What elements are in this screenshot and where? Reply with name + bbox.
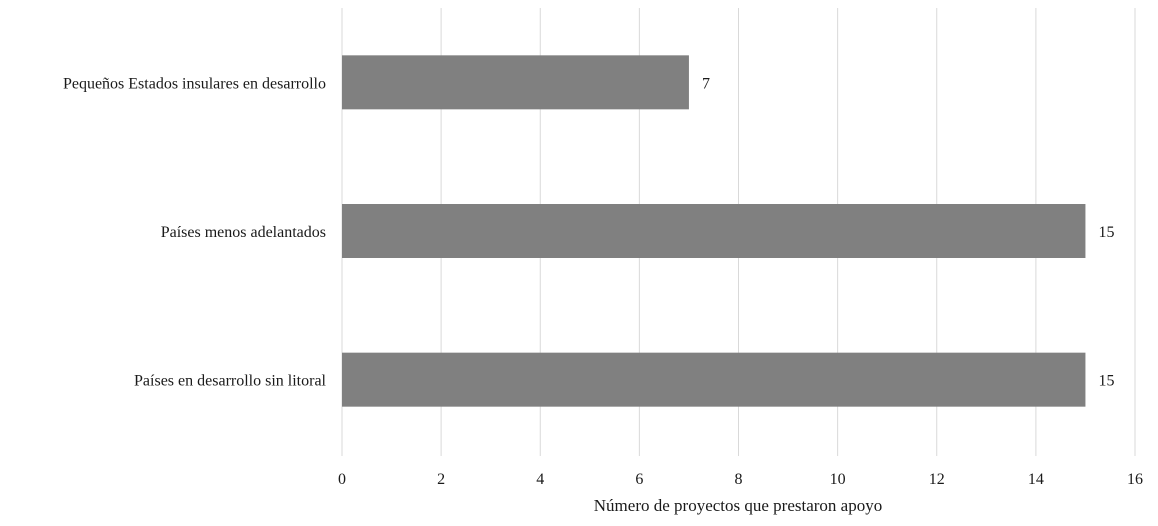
category-label-2: Países en desarrollo sin litoral	[134, 373, 327, 390]
x-tick-label-4: 4	[536, 471, 544, 488]
x-axis-ticks: 0 2 4 6 8 10 12 14 16	[338, 471, 1143, 488]
x-tick-label-10: 10	[830, 471, 846, 488]
data-label-0: 7	[702, 75, 710, 92]
bar-0	[342, 55, 689, 110]
x-axis-title: Número de proyectos que prestaron apoyo	[594, 496, 882, 515]
x-tick-label-12: 12	[929, 471, 945, 488]
x-tick-label-8: 8	[735, 471, 743, 488]
bars	[342, 55, 1086, 407]
data-label-2: 15	[1098, 373, 1114, 390]
data-label-1: 15	[1098, 224, 1114, 241]
x-tick-label-2: 2	[437, 471, 445, 488]
x-tick-label-6: 6	[635, 471, 643, 488]
x-tick-label-14: 14	[1028, 471, 1044, 488]
data-labels: 7 15 15	[702, 75, 1115, 389]
x-tick-label-16: 16	[1127, 471, 1143, 488]
x-tick-label-0: 0	[338, 471, 346, 488]
bar-2	[342, 352, 1086, 407]
category-label-1: Países menos adelantados	[161, 224, 326, 241]
category-label-0: Pequeños Estados insulares en desarrollo	[63, 75, 326, 92]
category-labels: Pequeños Estados insulares en desarrollo…	[63, 75, 327, 389]
bar-1	[342, 204, 1086, 258]
